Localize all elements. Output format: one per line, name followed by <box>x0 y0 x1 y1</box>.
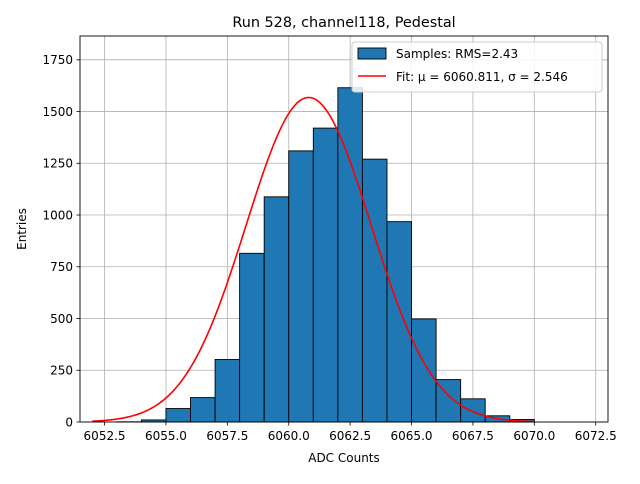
y-tick-label: 1000 <box>42 208 73 222</box>
x-tick-label: 6060.0 <box>268 429 310 443</box>
histogram-bar <box>461 399 486 422</box>
legend-label-samples: Samples: RMS=2.43 <box>396 47 518 61</box>
histogram-bar <box>313 128 338 422</box>
y-tick-label: 1750 <box>42 53 73 67</box>
histogram-bar <box>240 253 265 422</box>
y-tick-label: 1250 <box>42 157 73 171</box>
y-tick-label: 750 <box>50 260 73 274</box>
y-tick-label: 1500 <box>42 105 73 119</box>
legend-label-fit: Fit: μ = 6060.811, σ = 2.546 <box>396 70 568 84</box>
x-tick-label: 6057.5 <box>206 429 248 443</box>
x-tick-label: 6067.5 <box>452 429 494 443</box>
y-tick-label: 0 <box>65 415 73 429</box>
histogram-bar <box>387 222 412 422</box>
x-tick-label: 6062.5 <box>329 429 371 443</box>
legend-swatch-samples <box>358 48 386 59</box>
histogram-bar <box>412 319 437 422</box>
histogram-bar <box>362 159 387 422</box>
x-axis-label: ADC Counts <box>308 451 380 465</box>
y-tick-label: 250 <box>50 364 73 378</box>
y-axis-label: Entries <box>15 208 29 250</box>
y-tick-label: 500 <box>50 312 73 326</box>
histogram-bar <box>215 359 240 422</box>
legend: Samples: RMS=2.43 Fit: μ = 6060.811, σ =… <box>352 42 602 92</box>
x-tick-label: 6072.5 <box>575 429 617 443</box>
histogram-bar <box>166 409 191 422</box>
x-tick-label: 6070.0 <box>513 429 555 443</box>
histogram-bar <box>191 398 216 422</box>
x-tick-label: 6065.0 <box>391 429 433 443</box>
histogram-bar <box>289 151 314 422</box>
x-tick-label: 6052.5 <box>84 429 126 443</box>
chart-title: Run 528, channel118, Pedestal <box>232 15 455 31</box>
histogram-bar <box>264 197 289 422</box>
x-tick-label: 6055.0 <box>145 429 187 443</box>
